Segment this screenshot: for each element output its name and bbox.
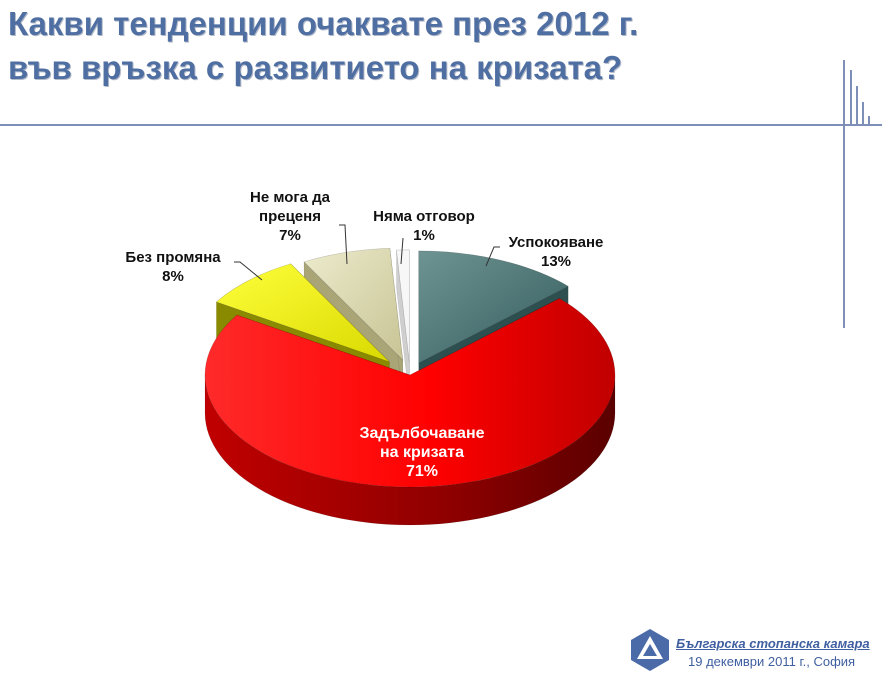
data-label-1: Успокояване 13% xyxy=(509,234,604,270)
pie-slice-2 xyxy=(204,297,616,526)
leader-line-4 xyxy=(339,224,348,265)
organization-name: Българска стопанска камара xyxy=(676,636,870,651)
footer-date: 19 декември 2011 г., София xyxy=(688,654,856,669)
data-label-3: Без промяна 8% xyxy=(125,249,221,285)
leader-line-5 xyxy=(400,237,404,265)
leader-line-3 xyxy=(234,261,263,281)
title-line-1: Какви тенденции очаквате през 2012 г. xyxy=(8,5,639,42)
title-line-2: във връзка с развитието на кризата? xyxy=(8,49,623,86)
slide-title: Какви тенденции очаквате през 2012 г. въ… xyxy=(8,2,768,90)
decorative-bars xyxy=(843,60,870,328)
data-label-5: Няма отговор 1% xyxy=(373,208,475,244)
pie-chart: Успокояване 13% Задълбочаване на кризата 71%… xyxy=(125,189,616,526)
footer: Българска стопанска камара 19 декември 2… xyxy=(630,626,875,674)
data-label-4: Не мога да преценя 7% xyxy=(250,189,331,244)
chamber-logo-icon xyxy=(631,629,669,671)
data-label-2: Задълбочаване на кризата 71% xyxy=(359,425,484,480)
title-divider xyxy=(0,124,882,126)
leader-line-1 xyxy=(485,246,500,267)
